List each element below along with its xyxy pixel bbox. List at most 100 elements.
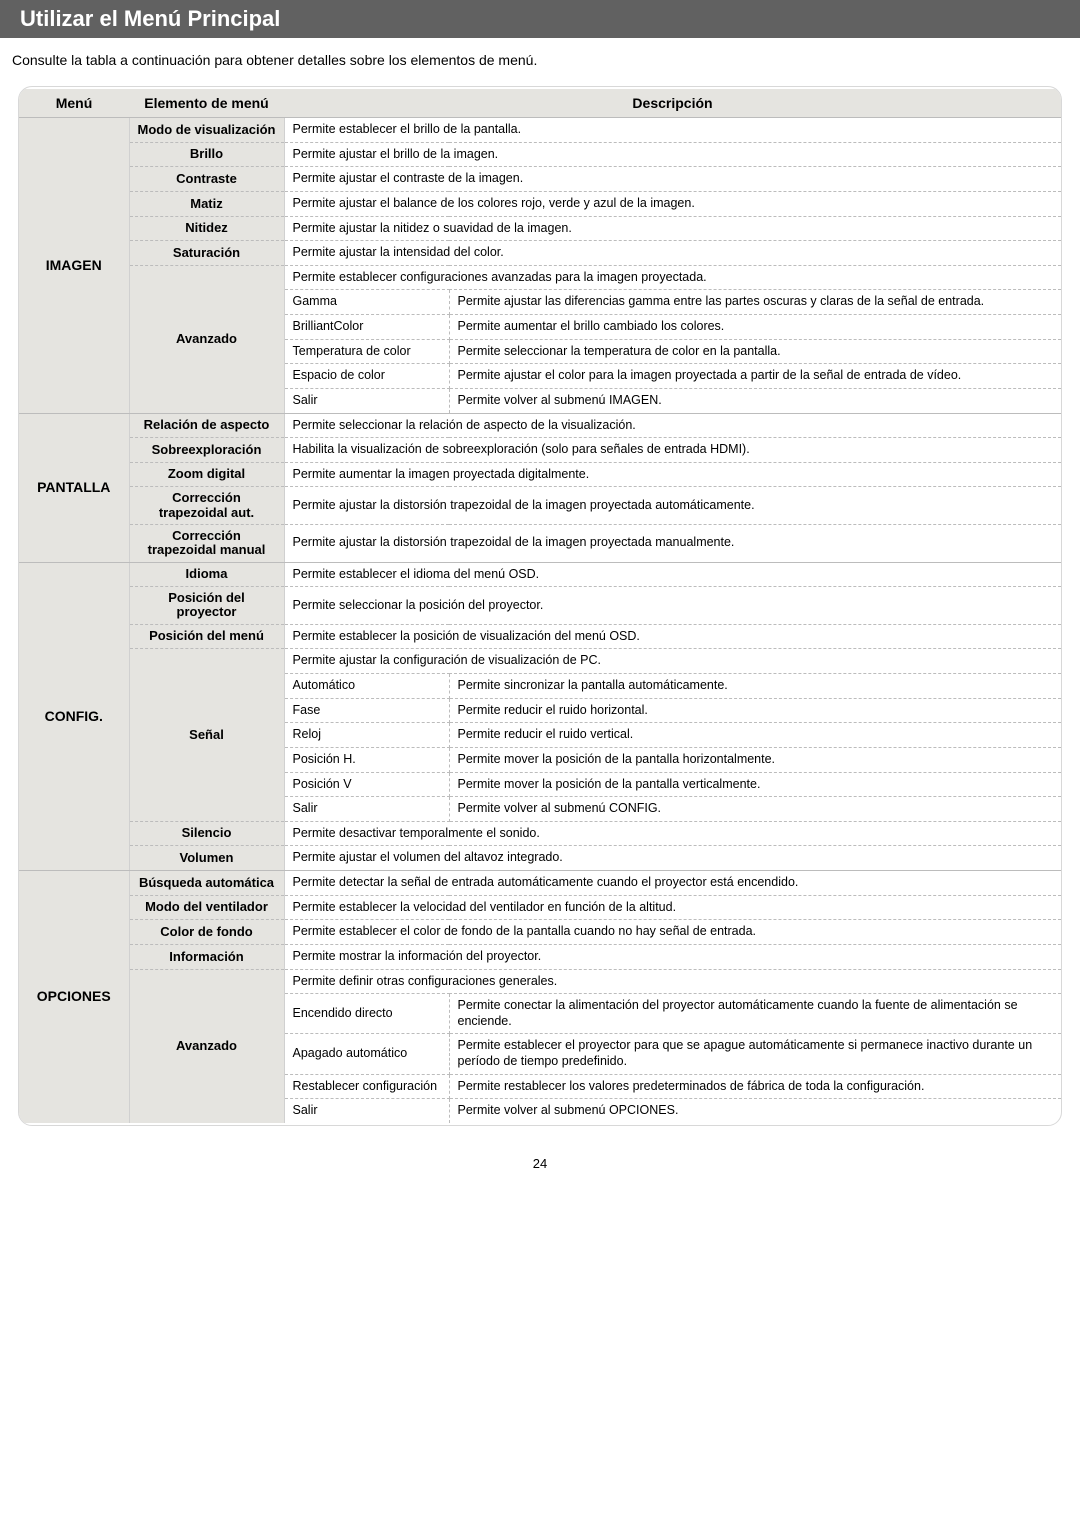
d-silencio: Permite desactivar temporalmente el soni…	[284, 821, 1061, 846]
row-idioma: CONFIG. Idioma Permite establecer el idi…	[19, 562, 1061, 587]
row-sobre: SobreexploraciónHabilita la visualizació…	[19, 438, 1061, 463]
menu-config: CONFIG.	[19, 562, 129, 870]
s-salir-c: Salir	[284, 797, 449, 822]
d-apag: Permite establecer el proyector para que…	[449, 1034, 1061, 1074]
menu-table: Menú Elemento de menú Descripción IMAGEN…	[19, 89, 1061, 1123]
row-zoom: Zoom digitalPermite aumentar la imagen p…	[19, 462, 1061, 487]
el-rel: Relación de aspecto	[129, 413, 284, 438]
el-busq: Búsqueda automática	[129, 871, 284, 896]
row-volumen: VolumenPermite ajustar el volumen del al…	[19, 846, 1061, 871]
row-matiz: MatizPermite ajustar el balance de los c…	[19, 191, 1061, 216]
s-apag: Apagado automático	[284, 1034, 449, 1074]
el-info: Información	[129, 944, 284, 969]
d-volumen: Permite ajustar el volumen del altavoz i…	[284, 846, 1061, 871]
row-info: InformaciónPermite mostrar la informació…	[19, 944, 1061, 969]
el-matiz: Matiz	[129, 191, 284, 216]
d-fase: Permite reducir el ruido horizontal.	[449, 698, 1061, 723]
s-posH: Posición H.	[284, 747, 449, 772]
d-reloj: Permite reducir el ruido vertical.	[449, 723, 1061, 748]
d-posM: Permite establecer la posición de visual…	[284, 624, 1061, 649]
d-esp: Permite ajustar el color para la imagen …	[449, 364, 1061, 389]
d-posH: Permite mover la posición de la pantalla…	[449, 747, 1061, 772]
d-brill: Permite aumentar el brillo cambiado los …	[449, 315, 1061, 340]
d-busq: Permite detectar la señal de entrada aut…	[284, 871, 1061, 896]
el-idioma: Idioma	[129, 562, 284, 587]
s-posV: Posición V	[284, 772, 449, 797]
d-salir-i: Permite volver al submenú IMAGEN.	[449, 388, 1061, 413]
row-rel: PANTALLA Relación de aspecto Permite sel…	[19, 413, 1061, 438]
d-senal-intro: Permite ajustar la configuración de visu…	[284, 649, 1061, 674]
row-op-av-intro: Avanzado Permite definir otras configura…	[19, 969, 1061, 994]
d-gamma: Permite ajustar las diferencias gamma en…	[449, 290, 1061, 315]
el-posP: Posición del proyector	[129, 587, 284, 625]
d-vent: Permite establecer la velocidad del vent…	[284, 895, 1061, 920]
row-trapM: Corrección trapezoidal manualPermite aju…	[19, 524, 1061, 562]
th-menu: Menú	[19, 89, 129, 118]
row-contraste: ContrastePermite ajustar el contraste de…	[19, 167, 1061, 192]
s-fase: Fase	[284, 698, 449, 723]
d-sobre: Habilita la visualización de sobreexplor…	[284, 438, 1061, 463]
d-modo: Permite establecer el brillo de la panta…	[284, 118, 1061, 143]
menu-imagen: IMAGEN	[19, 118, 129, 414]
el-zoom: Zoom digital	[129, 462, 284, 487]
d-auto: Permite sincronizar la pantalla automáti…	[449, 674, 1061, 699]
d-posV: Permite mover la posición de la pantalla…	[449, 772, 1061, 797]
table-header-row: Menú Elemento de menú Descripción	[19, 89, 1061, 118]
d-temp: Permite seleccionar la temperatura de co…	[449, 339, 1061, 364]
el-volumen: Volumen	[129, 846, 284, 871]
el-sobre: Sobreexploración	[129, 438, 284, 463]
row-posM: Posición del menúPermite establecer la p…	[19, 624, 1061, 649]
el-brillo: Brillo	[129, 142, 284, 167]
d-nitidez: Permite ajustar la nitidez o suavidad de…	[284, 216, 1061, 241]
s-enc: Encendido directo	[284, 994, 449, 1034]
d-info: Permite mostrar la información del proye…	[284, 944, 1061, 969]
row-fondo: Color de fondoPermite establecer el colo…	[19, 920, 1061, 945]
row-imagen-modo: IMAGEN Modo de visualización Permite est…	[19, 118, 1061, 143]
intro-text: Consulte la tabla a continuación para ob…	[0, 38, 1080, 78]
row-sat: SaturaciónPermite ajustar la intensidad …	[19, 241, 1061, 266]
th-desc: Descripción	[284, 89, 1061, 118]
row-busq: OPCIONES Búsqueda automática Permite det…	[19, 871, 1061, 896]
row-av-intro: Avanzado Permite establecer configuracio…	[19, 265, 1061, 290]
row-brillo: BrilloPermite ajustar el brillo de la im…	[19, 142, 1061, 167]
d-salir-c: Permite volver al submenú CONFIG.	[449, 797, 1061, 822]
row-silencio: SilencioPermite desactivar temporalmente…	[19, 821, 1061, 846]
menu-table-wrap: Menú Elemento de menú Descripción IMAGEN…	[18, 86, 1062, 1126]
row-trapA: Corrección trapezoidal aut.Permite ajust…	[19, 487, 1061, 525]
s-salir-o: Salir	[284, 1099, 449, 1123]
row-nitidez: NitidezPermite ajustar la nitidez o suav…	[19, 216, 1061, 241]
d-rel: Permite seleccionar la relación de aspec…	[284, 413, 1061, 438]
el-posM: Posición del menú	[129, 624, 284, 649]
el-op-avanzado: Avanzado	[129, 969, 284, 1123]
page-title: Utilizar el Menú Principal	[0, 0, 1080, 38]
el-modo: Modo de visualización	[129, 118, 284, 143]
s-temp: Temperatura de color	[284, 339, 449, 364]
d-salir-o: Permite volver al submenú OPCIONES.	[449, 1099, 1061, 1123]
d-av-intro: Permite establecer configuraciones avanz…	[284, 265, 1061, 290]
el-avanzado: Avanzado	[129, 265, 284, 413]
el-fondo: Color de fondo	[129, 920, 284, 945]
el-silencio: Silencio	[129, 821, 284, 846]
row-vent: Modo del ventiladorPermite establecer la…	[19, 895, 1061, 920]
menu-opciones: OPCIONES	[19, 871, 129, 1123]
el-senal: Señal	[129, 649, 284, 821]
row-senal-intro: Señal Permite ajustar la configuración d…	[19, 649, 1061, 674]
s-rest: Restablecer configuración	[284, 1074, 449, 1099]
d-contraste: Permite ajustar el contraste de la image…	[284, 167, 1061, 192]
s-reloj: Reloj	[284, 723, 449, 748]
s-salir-i: Salir	[284, 388, 449, 413]
d-rest: Permite restablecer los valores predeter…	[449, 1074, 1061, 1099]
s-auto: Automático	[284, 674, 449, 699]
s-gamma: Gamma	[284, 290, 449, 315]
d-zoom: Permite aumentar la imagen proyectada di…	[284, 462, 1061, 487]
el-contraste: Contraste	[129, 167, 284, 192]
d-idioma: Permite establecer el idioma del menú OS…	[284, 562, 1061, 587]
th-element: Elemento de menú	[129, 89, 284, 118]
d-enc: Permite conectar la alimentación del pro…	[449, 994, 1061, 1034]
d-posP: Permite seleccionar la posición del proy…	[284, 587, 1061, 625]
d-fondo: Permite establecer el color de fondo de …	[284, 920, 1061, 945]
d-matiz: Permite ajustar el balance de los colore…	[284, 191, 1061, 216]
d-op-av-intro: Permite definir otras configuraciones ge…	[284, 969, 1061, 994]
s-brill: BrilliantColor	[284, 315, 449, 340]
d-brillo: Permite ajustar el brillo de la imagen.	[284, 142, 1061, 167]
